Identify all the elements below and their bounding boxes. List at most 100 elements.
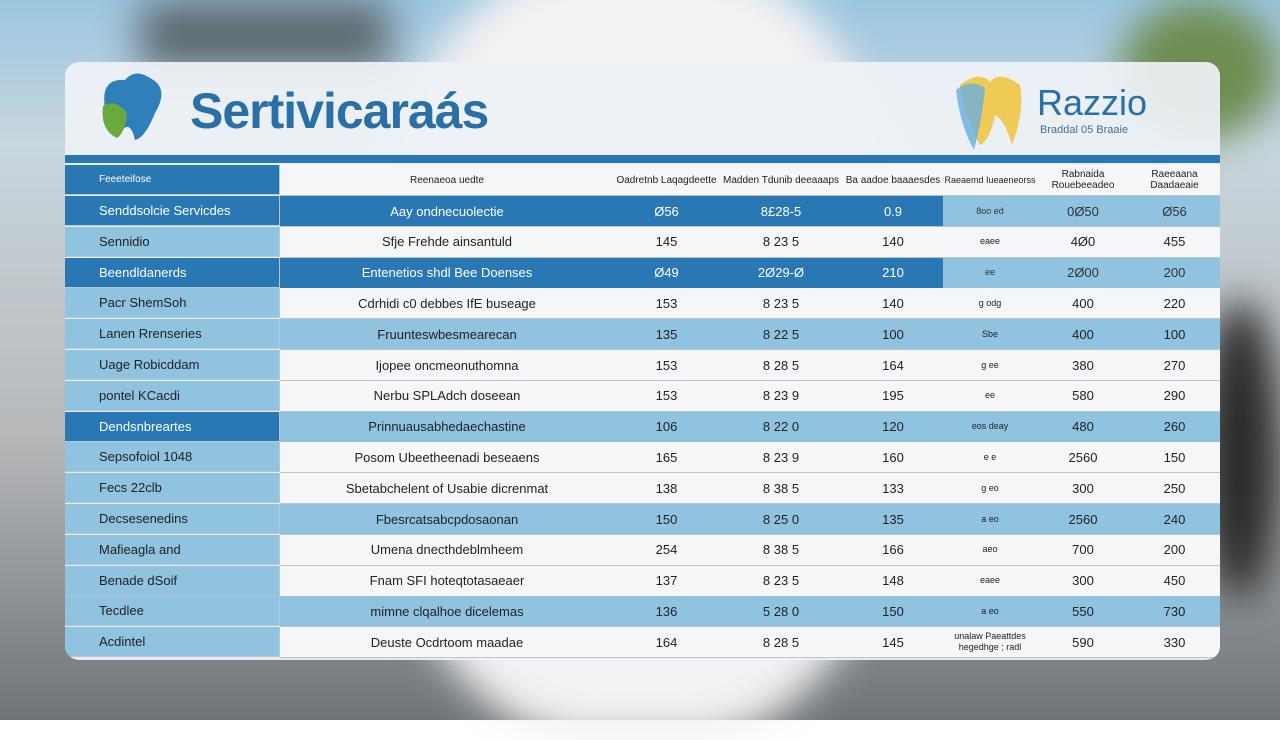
table-cell: 195 [843,380,944,412]
table-cell: Posom Ubeetheenadi beseaens [280,442,615,474]
table-cell: 380 [1037,350,1130,381]
table-cell: eaee [943,226,1038,258]
table-cell: eaee [943,565,1038,597]
table-cell: 120 [843,411,944,443]
table-cell: a eo [943,596,1038,628]
table-cell: 166 [843,534,944,566]
table-row: Benade dSoif Fnam SFI hoteqtotasaeaer 137 8… [65,565,1220,597]
table-cell: Ø49 [614,257,720,289]
table-cell: Ba aadoe baaaesdes [843,165,944,196]
table-cell: 150 [614,504,720,535]
table-cell: Acdintel [65,627,280,658]
table-row: Pacr ShemSoh Cdrhidi c0 debbes IfE buseag… [65,288,1220,320]
table-cell: 100 [843,319,944,351]
table-cell: 330 [1129,627,1220,659]
table-cell: 136 [614,596,720,628]
table-cell: Fruunteswbesmearecan [280,319,615,351]
table-cell: 165 [614,442,720,474]
table-cell: Sbetabchelent of Usabie dicrenmat [280,473,615,505]
table-cell: 0Ø50 [1037,196,1130,227]
table-cell: 8£28-5 [719,196,844,227]
table-cell: 153 [614,380,720,412]
table-cell: 164 [843,350,944,381]
table-row: Dendsnbreartes Prinnuausabhedaechastine 10… [65,411,1220,443]
table-cell: 8 22 5 [719,319,844,351]
table-cell: 450 [1129,565,1220,597]
table-cell: 8 28 5 [719,350,844,381]
table-cell: 100 [1129,319,1220,351]
table-cell: mimne clqalhoe dicelemas [280,596,615,628]
table-row: Decsesenedins Fbesrcatsabcpdosaonan 150 8 2… [65,504,1220,535]
table-cell: Sbe [943,319,1038,351]
table-cell: Oadretnb Laqagdeette [614,165,720,196]
table-cell: ee [943,380,1038,412]
table-cell: 135 [843,504,944,535]
table-cell: Madden Tdunib deeaaaps [719,165,844,196]
table-cell: 145 [614,226,720,258]
table-cell: 200 [1129,534,1220,566]
table-cell: Pacr ShemSoh [65,288,280,319]
table-cell: g ee [943,350,1038,381]
table-cell: 270 [1129,350,1220,381]
table-cell: 8 28 5 [719,627,844,659]
brand-subtitle: Braddal 05 Braaie [1040,124,1129,136]
table-cell: 138 [614,473,720,505]
table-cell: 145 [843,627,944,659]
table-cell: 590 [1037,627,1130,659]
table-cell: Uage Robicddam [65,350,280,380]
table-row: Feeeteifose Reenaeoa uedte Oadretnb Laqagd… [65,165,1220,196]
table-cell: 140 [843,226,944,258]
table-cell: 400 [1037,319,1130,351]
table-cell: 4Ø0 [1037,226,1130,258]
table-row: Fecs 22clb Sbetabchelent of Usabie dicren… [65,473,1220,505]
table-cell: Fnam SFI hoteqtotasaeaer [280,565,615,597]
table-cell: 133 [843,473,944,505]
table-cell: 8 23 5 [719,565,844,597]
table-row: Mafieagla and Umena dnecthdeblmheem 254 8 3… [65,534,1220,566]
table-cell: 8 23 5 [719,226,844,258]
table-cell: 8 22 0 [719,411,844,443]
table-cell: Deuste Ocdrtoom maadae [280,627,615,659]
table-row: Uage Robicddam Ijopee oncmeonuthomna 153 8 … [65,350,1220,381]
table-cell: 300 [1037,565,1130,597]
table-cell: Rabnaida Rouebeeadeo [1037,165,1130,196]
table-cell: 137 [614,565,720,597]
table-cell: Fecs 22clb [65,473,280,504]
table-cell: Decsesenedins [65,504,280,534]
table-cell: 2Ø29-Ø [719,257,844,289]
table-cell: 220 [1129,288,1220,320]
table-cell: 153 [614,288,720,320]
table-cell: 290 [1129,380,1220,412]
table-cell: 5 28 0 [719,596,844,628]
table-cell: 400 [1037,288,1130,320]
header-band [65,155,1220,163]
table-cell: 164 [614,627,720,659]
table-cell: 8 23 9 [719,380,844,412]
table-cell: 153 [614,350,720,381]
table-cell: aeo [943,534,1038,566]
panel: Sertivicaraás Razzio Braddal 05 Braaie F… [65,62,1220,660]
table-cell: ee [943,257,1038,289]
table-cell: Benade dSoif [65,565,280,596]
table-cell: Entenetios shdl Bee Doenses [280,257,615,289]
table-cell: Feeeteifose [65,165,280,195]
table-cell: 2560 [1037,504,1130,535]
table-cell: Tecdlee [65,596,280,627]
brand-name: Sertivicaraás [190,83,489,139]
table-cell: Nerbu SPLAdch doseean [280,380,615,412]
table-cell: 2Ø00 [1037,257,1130,289]
table-cell: Beendldanerds [65,257,280,288]
table-row: Sepsofoiol 1048 Posom Ubeetheenadi beseae… [65,442,1220,474]
table-cell: 254 [614,534,720,566]
table-cell: Sepsofoiol 1048 [65,442,280,473]
table-row: pontel KCacdi Nerbu SPLAdch doseean 153 8 2… [65,380,1220,412]
table-cell: pontel KCacdi [65,380,280,411]
table-cell: 140 [843,288,944,320]
table-cell: 106 [614,411,720,443]
table-cell: 250 [1129,473,1220,505]
table-cell: eos deay [943,411,1038,443]
table-cell: Raeaemd Iueaeneorss [943,165,1038,196]
